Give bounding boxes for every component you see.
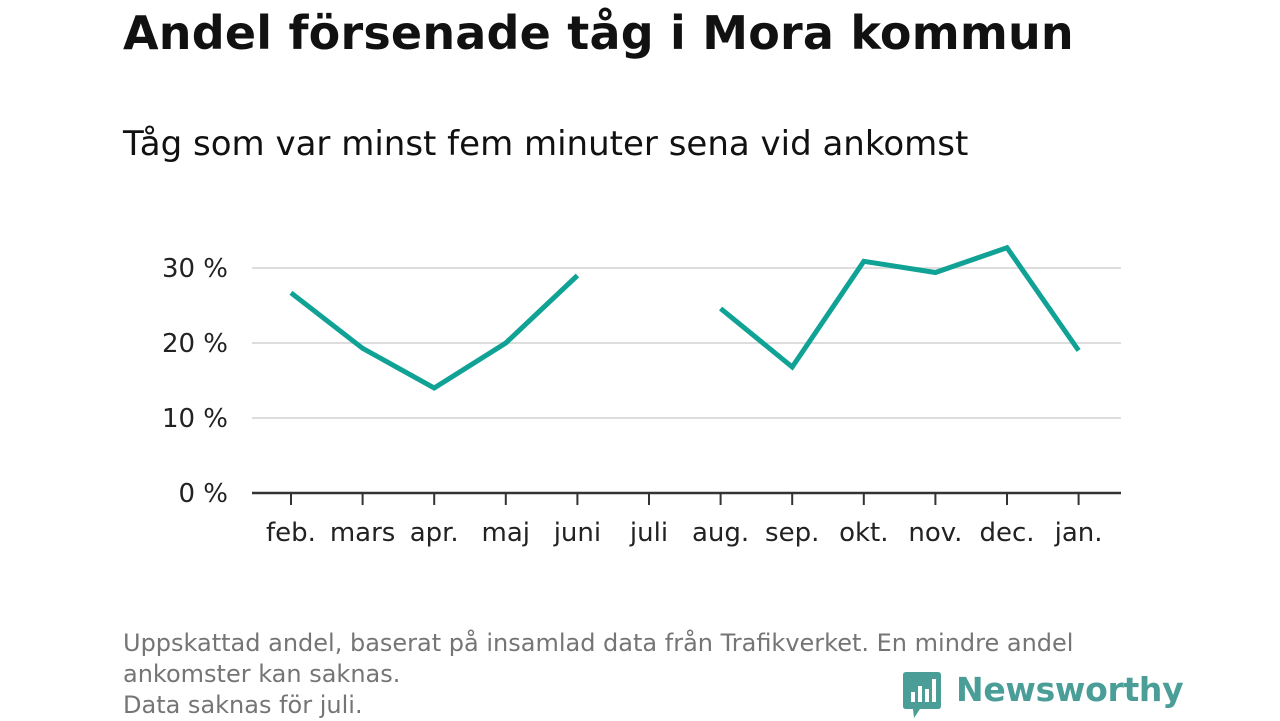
source-note-line-1: Uppskattad andel, baserat på insamlad da… [123,629,1074,657]
x-tick-label: dec. [979,518,1034,548]
x-tick-label: aug. [692,518,749,548]
x-tick-label: jan. [1054,518,1103,548]
brand-name: Newsworthy [956,670,1184,709]
x-tick-label: apr. [410,518,459,548]
source-note: Uppskattad andel, baserat på insamlad da… [123,628,1163,721]
x-tick-label: juni [553,518,601,548]
y-tick-label: 10 % [162,404,228,434]
y-axis-tick-labels: 0 % 10 % 20 % 30 % [162,254,228,509]
x-tick-label: nov. [908,518,962,548]
series-line [289,244,1081,391]
source-note-line-3: Data saknas för juli. [123,691,363,719]
y-tick-label: 20 % [162,329,228,359]
grid-lines [252,267,1121,495]
series-line-segment-2 [719,244,1081,371]
x-tick-label: mars [330,518,396,548]
newsworthy-logo-icon [903,672,941,718]
y-tick-label: 30 % [162,254,228,284]
x-tick-label: sep. [765,518,819,548]
x-tick-label: juli [629,518,668,548]
x-tick-label: feb. [266,518,316,548]
y-tick-label: 0 % [178,479,228,509]
x-tick-label: okt. [839,518,888,548]
brand-logo: Newsworthy [902,670,1184,720]
chart-subtitle: Tåg som var minst fem minuter sena vid a… [123,124,969,164]
chart-title: Andel försenade tåg i Mora kommun [123,6,1074,60]
x-tick-label: maj [482,518,530,548]
source-note-line-2: ankomster kan saknas. [123,660,401,688]
series-line-segment-1 [289,273,580,391]
x-axis-ticks: feb. mars apr. maj juni juli aug. sep. okt. nov. d… [266,493,1103,548]
